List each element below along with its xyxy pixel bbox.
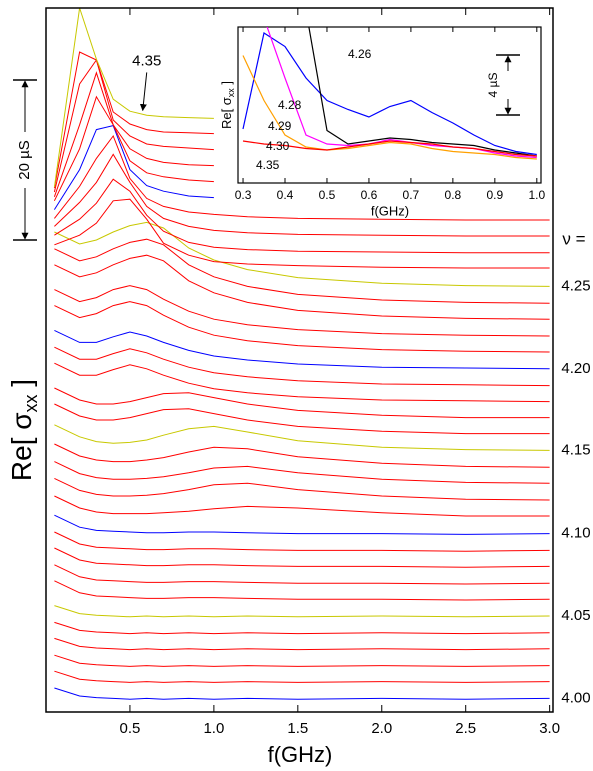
x-tick-label: 1.0 [203, 720, 224, 737]
trace-label: 4.35 [256, 158, 280, 172]
trace [53, 58, 214, 193]
trace [54, 670, 550, 683]
trace [54, 547, 550, 568]
trace [54, 621, 550, 635]
trace [54, 153, 550, 237]
inset-y-main: Re[ σ [219, 97, 234, 129]
trace-label: 4.28 [278, 98, 302, 112]
x-tick-label: 2.5 [455, 720, 476, 737]
x-tick-label: 3.0 [539, 720, 560, 737]
trace [266, 27, 537, 159]
trace [308, 27, 537, 157]
trace [242, 55, 537, 160]
trace [54, 531, 550, 552]
label-arrow [139, 72, 148, 112]
trace [54, 424, 550, 451]
nu-annotation: ν = [562, 229, 585, 248]
x-tick-label: 0.5 [120, 720, 141, 737]
trace [53, 125, 214, 210]
x-tick-label: 0.5 [319, 188, 336, 202]
trace-label: 4.10 [561, 525, 590, 542]
x-tick-label: 0.7 [403, 188, 420, 202]
x-tick-label: 1.0 [528, 188, 545, 202]
trace [54, 637, 550, 651]
y-label-main: Re[ σ [6, 412, 37, 481]
y-label-end: ] [6, 379, 37, 395]
trace [54, 580, 550, 601]
x-tick-label: 0.8 [445, 188, 462, 202]
trace-label: 4.25 [561, 277, 590, 294]
trace-label: 4.29 [268, 119, 292, 133]
x-axis-label: f(GHz) [268, 742, 333, 767]
trace [54, 221, 550, 287]
trace [54, 178, 550, 254]
inset-y-end: ] [219, 81, 234, 88]
trace [54, 495, 550, 517]
trace-label: 4.30 [266, 139, 290, 153]
trace-label: 4.05 [561, 607, 590, 624]
trace [54, 514, 550, 535]
trace [53, 71, 214, 197]
inset-frame [237, 26, 542, 184]
x-tick-label: 0.3 [235, 188, 252, 202]
y-label-sub: xx [21, 394, 41, 412]
scale-bar-label: 20 µS [16, 140, 33, 180]
x-tick-label: 0.9 [486, 188, 503, 202]
y-axis-label: Re[ σxx ] [6, 379, 40, 481]
trace [54, 443, 550, 468]
trace [242, 32, 537, 156]
x-tick-label: 0.6 [361, 188, 378, 202]
trace-label: 4.35 [132, 52, 161, 69]
trace [54, 346, 550, 387]
trace [54, 687, 550, 700]
trace [54, 403, 550, 435]
trace [54, 654, 550, 667]
trace [54, 564, 550, 585]
x-tick-label: 0.4 [277, 188, 294, 202]
trace [54, 477, 550, 501]
trace-label: 4.20 [561, 360, 590, 377]
trace [54, 285, 550, 337]
inset-y-sub: xx [226, 88, 236, 98]
trace [54, 134, 550, 221]
inset-traces [242, 27, 537, 160]
trace [54, 362, 550, 403]
trace [54, 605, 550, 618]
trace [54, 329, 550, 370]
main-frame [45, 7, 554, 713]
trace [53, 51, 214, 189]
trace [54, 301, 550, 353]
trace-label: 4.00 [561, 689, 590, 706]
trace [54, 387, 550, 419]
main-traces [53, 8, 550, 700]
trace [54, 461, 550, 484]
trace [54, 254, 550, 320]
scale-bar-label: 4 µS [486, 73, 500, 98]
trace-label: 4.26 [348, 47, 372, 61]
x-tick-label: 1.5 [287, 720, 308, 737]
trace [54, 238, 550, 304]
trace [53, 95, 214, 202]
trace [53, 8, 214, 188]
trace [54, 198, 550, 269]
inset-y-label: Re[ σxx ] [219, 81, 236, 129]
x-tick-label: 2.0 [371, 720, 392, 737]
trace [242, 140, 537, 157]
inset-x-label: f(GHz) [371, 203, 409, 218]
trace-label: 4.15 [561, 441, 590, 458]
